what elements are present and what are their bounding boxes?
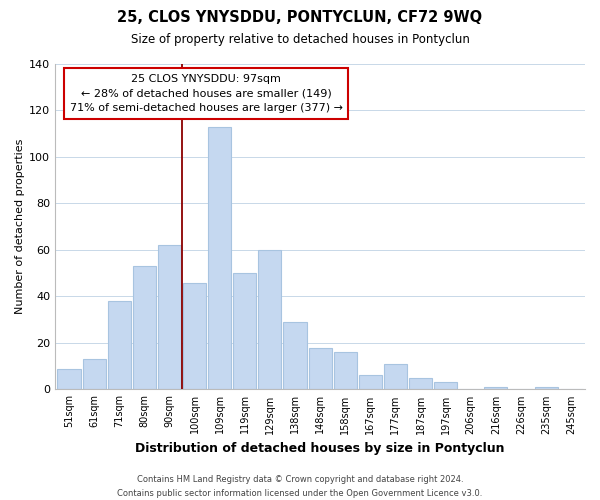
Bar — [535, 387, 557, 390]
Bar — [58, 368, 80, 390]
Bar — [308, 348, 332, 390]
Bar — [334, 352, 357, 390]
Bar — [133, 266, 156, 390]
Bar — [183, 282, 206, 390]
Bar — [83, 359, 106, 390]
Bar — [107, 301, 131, 390]
Text: Contains HM Land Registry data © Crown copyright and database right 2024.
Contai: Contains HM Land Registry data © Crown c… — [118, 476, 482, 498]
Bar — [208, 127, 231, 390]
Y-axis label: Number of detached properties: Number of detached properties — [15, 139, 25, 314]
Bar — [434, 382, 457, 390]
Bar — [158, 246, 181, 390]
Bar — [259, 250, 281, 390]
Bar — [384, 364, 407, 390]
Text: Size of property relative to detached houses in Pontyclun: Size of property relative to detached ho… — [131, 32, 469, 46]
Bar — [283, 322, 307, 390]
Text: 25, CLOS YNYSDDU, PONTYCLUN, CF72 9WQ: 25, CLOS YNYSDDU, PONTYCLUN, CF72 9WQ — [118, 10, 482, 25]
Bar — [484, 387, 508, 390]
X-axis label: Distribution of detached houses by size in Pontyclun: Distribution of detached houses by size … — [136, 442, 505, 455]
Bar — [409, 378, 432, 390]
Bar — [233, 273, 256, 390]
Bar — [359, 376, 382, 390]
Text: 25 CLOS YNYSDDU: 97sqm
← 28% of detached houses are smaller (149)
71% of semi-de: 25 CLOS YNYSDDU: 97sqm ← 28% of detached… — [70, 74, 343, 114]
